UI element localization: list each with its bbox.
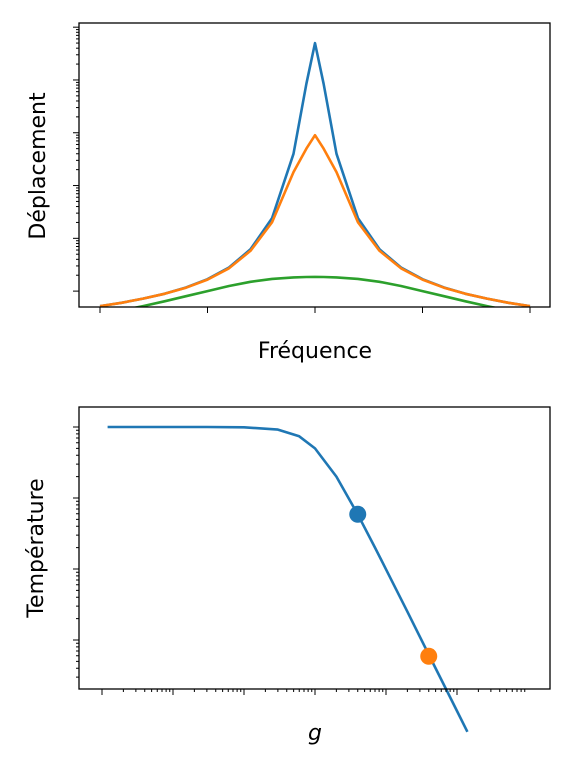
top-series-line-1 [99, 41, 531, 307]
top-chart-lines [99, 41, 531, 307]
bottom-axis-ticks [73, 426, 526, 695]
top-ylabel: Déplacement [26, 92, 51, 240]
bottom-chart-lines [107, 425, 469, 733]
top-chart: Fréquence Déplacement [26, 22, 551, 364]
bottom-ylabel: Température [24, 478, 49, 618]
top-axis-ticks [73, 26, 531, 313]
bottom-series-line-1 [107, 425, 469, 733]
bottom-chart: g Température [24, 406, 551, 746]
top-plot-frame [78, 22, 551, 308]
bottom-chart-markers [349, 505, 438, 665]
top-series-line-2 [99, 133, 531, 307]
top-xlabel: Fréquence [258, 339, 372, 364]
bottom-marker-2 [420, 647, 438, 665]
bottom-xlabel: g [308, 721, 322, 746]
bottom-marker-1 [349, 505, 367, 523]
top-series-line-3 [132, 275, 498, 307]
